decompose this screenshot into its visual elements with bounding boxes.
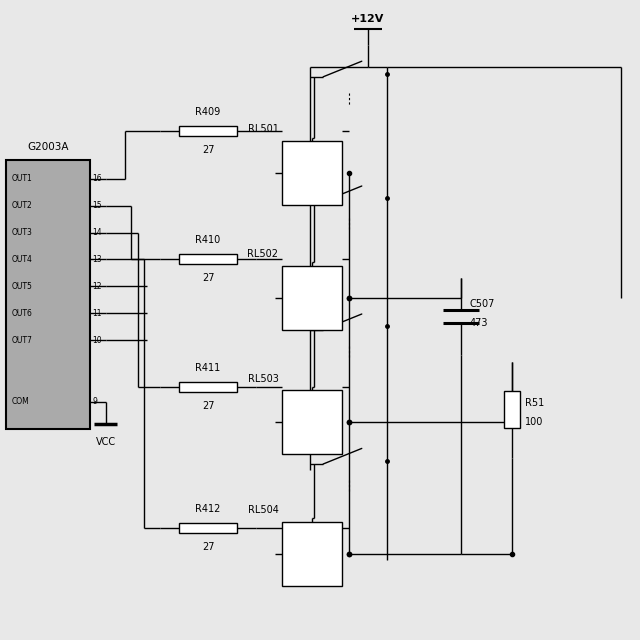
Text: +12V: +12V bbox=[351, 13, 385, 24]
Text: 10: 10 bbox=[92, 335, 102, 344]
Text: OUT2: OUT2 bbox=[12, 201, 32, 210]
Text: R412: R412 bbox=[195, 504, 221, 514]
Text: OUT1: OUT1 bbox=[12, 174, 32, 183]
Bar bbox=[282, 266, 342, 330]
Text: R409: R409 bbox=[195, 107, 221, 117]
Text: 13: 13 bbox=[92, 255, 102, 264]
Bar bbox=[6, 160, 90, 429]
Text: 27: 27 bbox=[202, 401, 214, 412]
Text: RL502: RL502 bbox=[248, 249, 278, 259]
Text: OUT7: OUT7 bbox=[12, 335, 33, 344]
Text: 27: 27 bbox=[202, 145, 214, 156]
Text: 16: 16 bbox=[92, 174, 102, 183]
Text: R411: R411 bbox=[195, 363, 221, 373]
Text: 11: 11 bbox=[92, 308, 102, 317]
Text: R410: R410 bbox=[195, 235, 221, 245]
Text: RL503: RL503 bbox=[248, 374, 278, 384]
Text: OUT3: OUT3 bbox=[12, 228, 33, 237]
Text: 14: 14 bbox=[92, 228, 102, 237]
Text: OUT4: OUT4 bbox=[12, 255, 33, 264]
Text: RL501: RL501 bbox=[248, 124, 278, 134]
Bar bbox=[282, 141, 342, 205]
Text: 12: 12 bbox=[92, 282, 102, 291]
Bar bbox=[282, 390, 342, 454]
Text: 15: 15 bbox=[92, 201, 102, 210]
Bar bbox=[179, 254, 237, 264]
Text: OUT6: OUT6 bbox=[12, 308, 33, 317]
Bar bbox=[504, 392, 520, 428]
Bar bbox=[282, 522, 342, 586]
Text: R51: R51 bbox=[525, 398, 544, 408]
Text: 100: 100 bbox=[525, 417, 543, 428]
Text: G2003A: G2003A bbox=[28, 142, 68, 152]
Bar bbox=[179, 126, 237, 136]
Bar bbox=[179, 523, 237, 533]
Text: OUT5: OUT5 bbox=[12, 282, 33, 291]
Text: COM: COM bbox=[12, 397, 29, 406]
Text: 473: 473 bbox=[470, 318, 488, 328]
Bar bbox=[179, 382, 237, 392]
Text: 27: 27 bbox=[202, 273, 214, 284]
Text: 9: 9 bbox=[92, 397, 97, 406]
Text: VCC: VCC bbox=[95, 437, 116, 447]
Text: C507: C507 bbox=[470, 299, 495, 309]
Text: RL504: RL504 bbox=[248, 505, 278, 515]
Text: 27: 27 bbox=[202, 542, 214, 552]
